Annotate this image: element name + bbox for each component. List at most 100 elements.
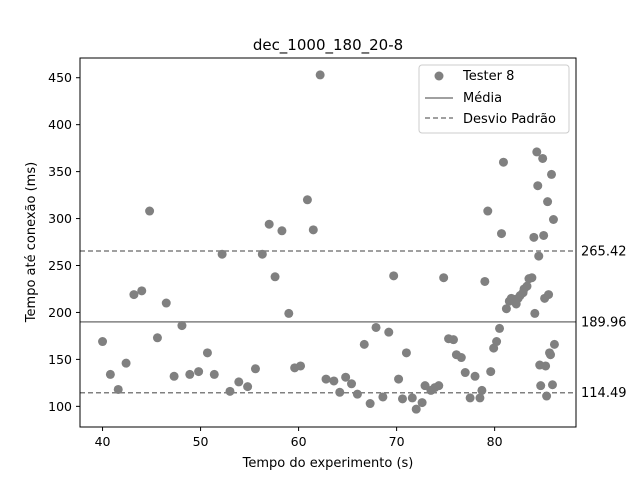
data-point: [541, 361, 551, 371]
legend-label-mean: Média: [463, 91, 502, 106]
data-point: [389, 271, 399, 281]
data-point: [145, 206, 155, 216]
x-axis-label: Tempo do experimento (s): [242, 456, 414, 471]
data-point: [547, 380, 557, 390]
data-point: [225, 386, 235, 396]
data-point: [129, 290, 139, 300]
data-point: [352, 389, 362, 399]
data-point: [530, 308, 540, 318]
data-point: [486, 367, 496, 377]
data-point: [522, 281, 532, 291]
data-point: [529, 232, 539, 242]
upper-std-label: 265.42: [581, 245, 627, 260]
data-point: [546, 169, 556, 179]
data-point: [217, 249, 227, 259]
x-tick-label: 70: [389, 434, 405, 449]
mean-label: 189.96: [581, 315, 627, 330]
data-point: [347, 379, 357, 389]
data-point: [384, 327, 394, 337]
data-point: [477, 385, 487, 395]
data-point: [407, 393, 417, 403]
data-point: [465, 393, 475, 403]
data-point: [335, 387, 345, 397]
data-point: [365, 399, 375, 409]
y-tick-label: 100: [48, 399, 72, 414]
data-point: [548, 214, 558, 224]
data-point: [209, 369, 219, 379]
data-point: [527, 273, 537, 283]
data-point: [113, 384, 123, 394]
data-point: [542, 391, 552, 401]
data-point: [434, 381, 444, 391]
data-point: [98, 337, 108, 347]
y-tick-label: 200: [48, 305, 72, 320]
data-point: [257, 249, 267, 259]
data-point: [534, 251, 544, 261]
data-point: [394, 374, 404, 384]
data-point: [371, 322, 381, 332]
data-point: [121, 358, 131, 368]
legend-box: [418, 64, 570, 134]
data-point: [475, 393, 485, 403]
data-point: [549, 339, 559, 349]
data-point: [177, 321, 187, 331]
data-point: [539, 230, 549, 240]
data-point: [533, 181, 543, 191]
data-point: [296, 361, 306, 371]
x-tick-label: 80: [487, 434, 503, 449]
data-point: [264, 219, 274, 229]
data-point: [105, 369, 115, 379]
data-point: [359, 339, 369, 349]
data-point: [497, 229, 507, 239]
data-point: [194, 367, 204, 377]
data-point: [378, 392, 388, 402]
legend-marker-tester: [434, 71, 444, 81]
legend-label-tester: Tester 8: [462, 69, 514, 84]
data-point: [544, 290, 554, 300]
data-point: [137, 286, 147, 296]
data-point: [470, 371, 480, 381]
data-point: [483, 206, 493, 216]
y-tick-label: 450: [48, 70, 72, 85]
data-point: [308, 225, 318, 235]
y-tick-label: 350: [48, 164, 72, 179]
data-point: [480, 276, 490, 286]
x-axis-ticks: 40 50 60 70 80: [95, 427, 503, 449]
data-point: [538, 153, 548, 163]
data-point: [546, 350, 556, 360]
data-point: [185, 369, 195, 379]
legend-label-std: Desvio Padrão: [463, 112, 556, 127]
data-point: [321, 374, 331, 384]
y-tick-label: 400: [48, 117, 72, 132]
data-point: [417, 398, 427, 408]
data-point: [234, 377, 244, 387]
line-value-labels: 265.42 189.96 114.49: [581, 245, 627, 402]
y-tick-label: 300: [48, 211, 72, 226]
data-point: [284, 308, 294, 318]
x-tick-label: 50: [193, 434, 209, 449]
data-point: [329, 376, 339, 386]
data-point: [202, 348, 212, 358]
data-point: [501, 304, 511, 314]
data-point: [411, 404, 421, 414]
data-point: [456, 353, 466, 363]
data-point: [492, 337, 502, 347]
data-point: [302, 195, 312, 205]
x-tick-label: 60: [291, 434, 307, 449]
legend: Tester 8 Média Desvio Padrão: [418, 64, 570, 134]
x-tick-label: 40: [95, 434, 111, 449]
data-point: [277, 226, 287, 236]
y-axis-label: Tempo até conexão (ms): [24, 162, 39, 323]
data-point: [169, 371, 179, 381]
data-point: [397, 394, 407, 404]
data-point: [270, 272, 280, 282]
data-point: [532, 147, 542, 157]
data-point: [448, 335, 458, 345]
y-tick-label: 250: [48, 258, 72, 273]
y-tick-label: 150: [48, 352, 72, 367]
data-point: [401, 348, 411, 358]
y-axis-ticks: 100 150 200 250 300 350 400 450: [48, 70, 80, 414]
data-point: [498, 157, 508, 167]
plot-area: [80, 70, 576, 414]
